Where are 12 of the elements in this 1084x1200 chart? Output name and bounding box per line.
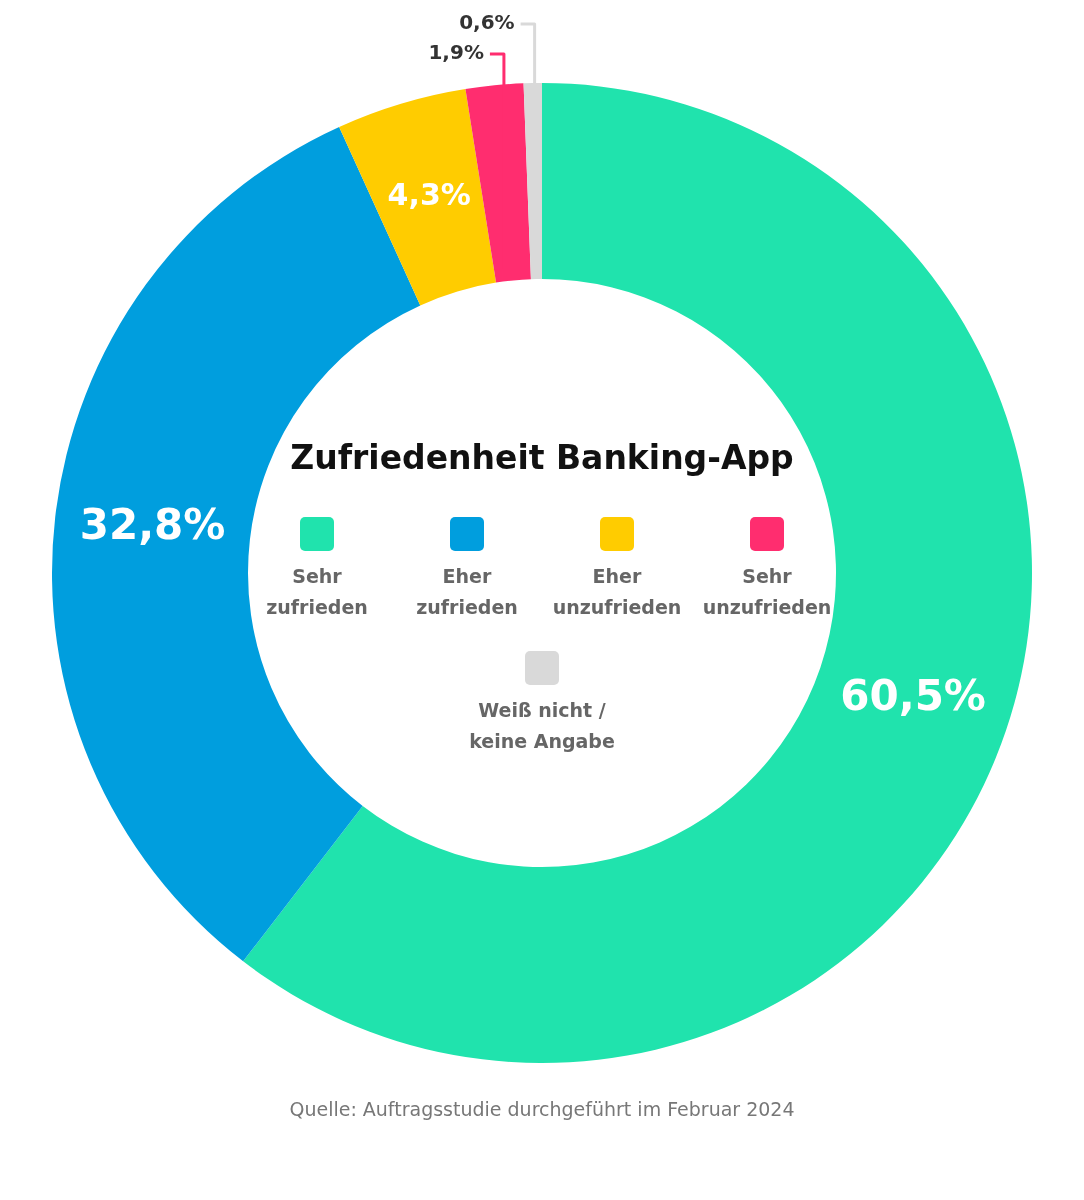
source-note: Quelle: Auftragsstudie durchgeführt im Februar 2024 — [288, 1098, 796, 1120]
text: Zufriedenheit Banking-App — [289, 438, 795, 477]
data-label: 0,6% — [459, 10, 515, 35]
legend-label: Eher unzufrieden — [551, 564, 683, 620]
legend-label: Eher zufrieden — [415, 564, 519, 620]
legend-label: Weiß nicht / keine Angabe — [468, 698, 616, 754]
legend-label: Sehr unzufrieden — [701, 564, 833, 620]
data-label: 1,9% — [428, 40, 484, 65]
data-label: 32,8% — [79, 500, 226, 550]
legend-label: Sehr zufrieden — [265, 564, 369, 620]
data-label: 60,5% — [840, 671, 986, 721]
data-label: 4,3% — [387, 177, 471, 213]
